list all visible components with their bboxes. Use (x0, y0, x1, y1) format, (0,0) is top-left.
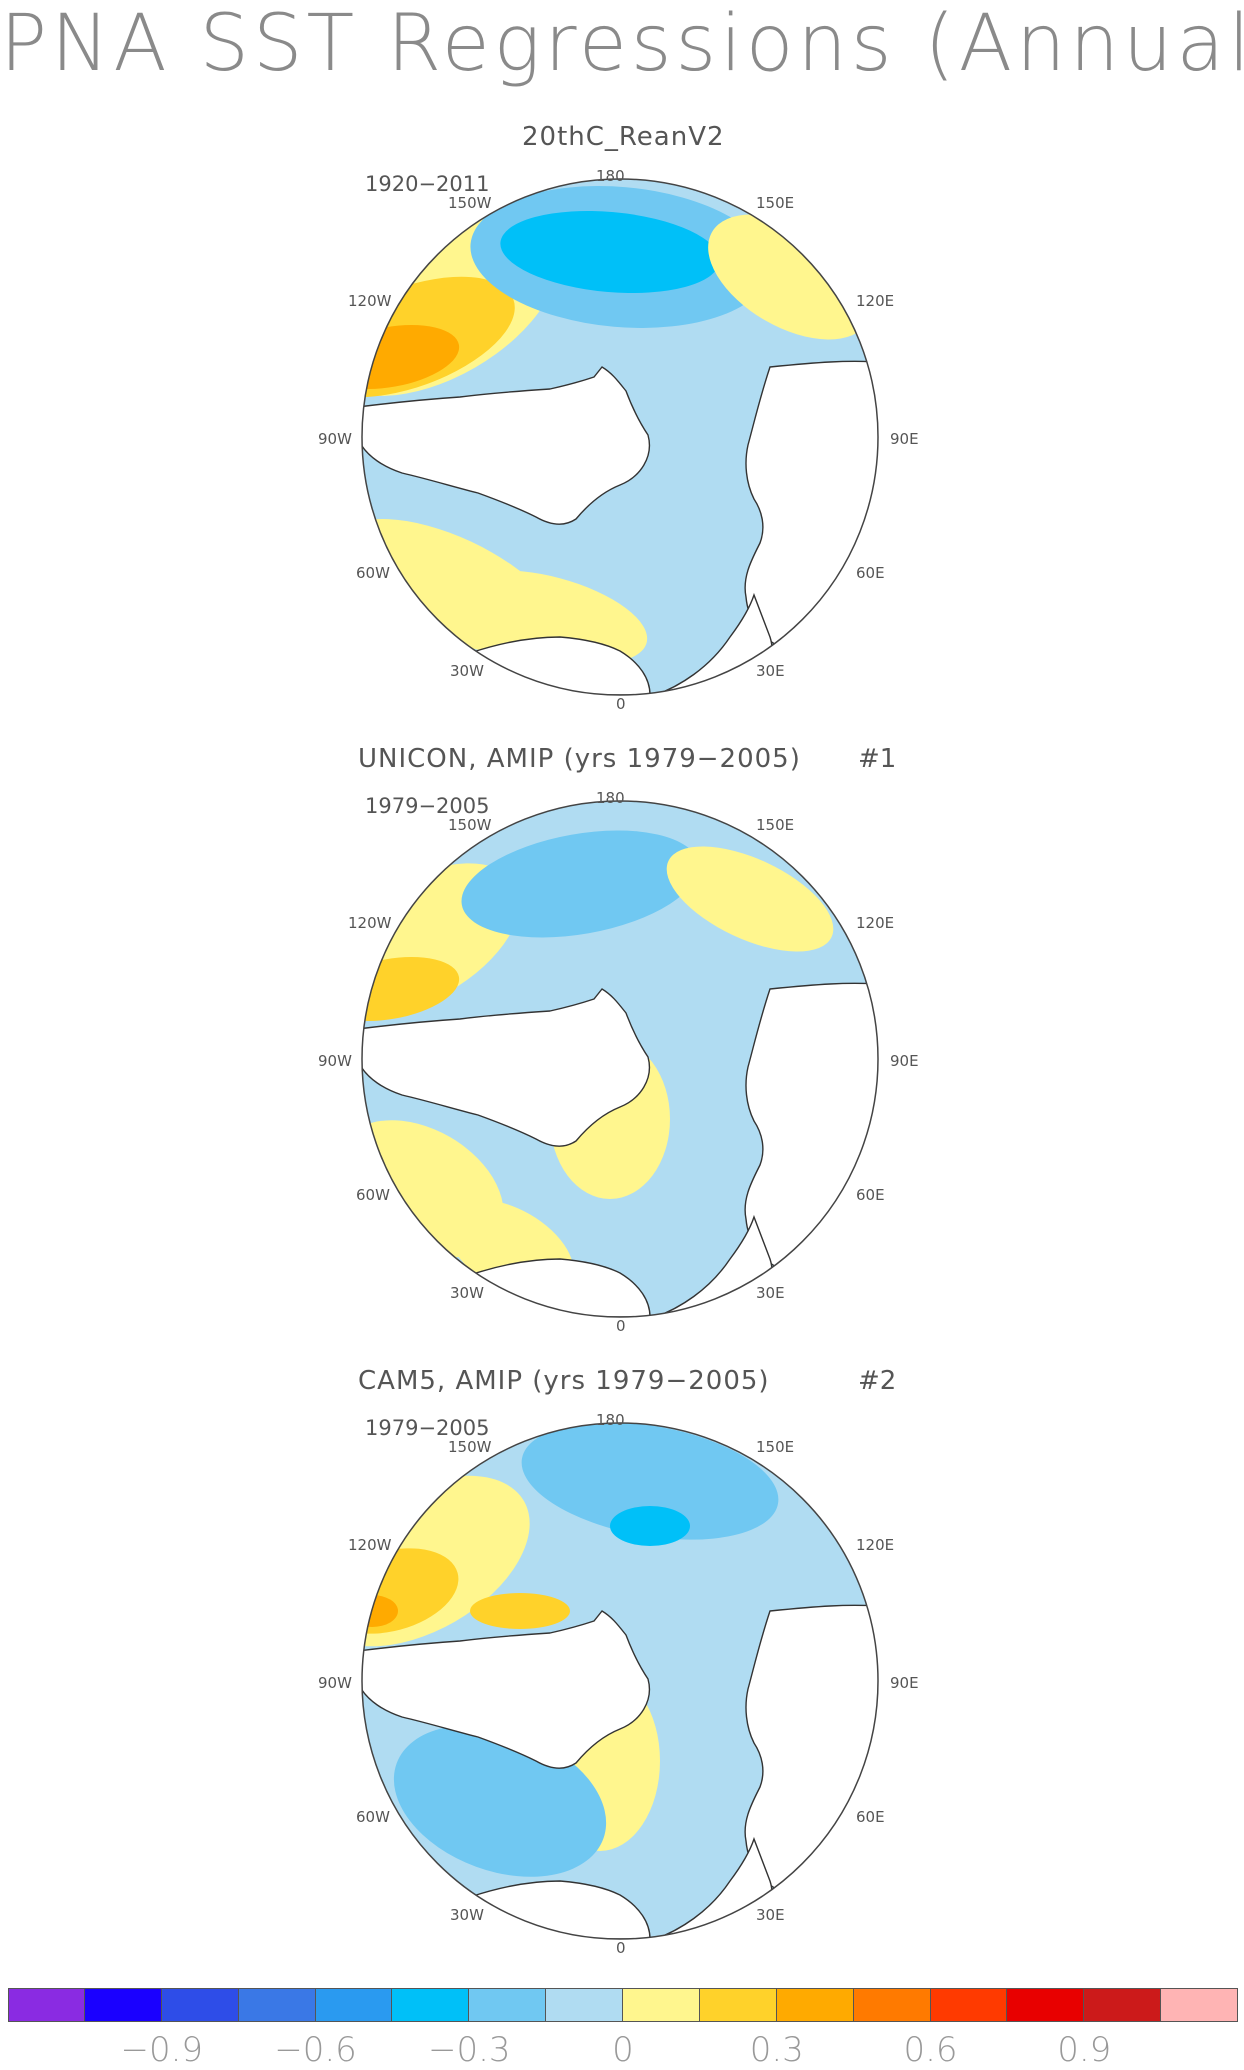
lon-label-120e: 120E (856, 292, 895, 310)
lon-label-30e: 30E (756, 1906, 785, 1924)
panel-title: 20thC_ReanV2 (522, 122, 725, 152)
polar-map (361, 178, 879, 696)
panel-number: #1 (858, 744, 897, 774)
panel-title: CAM5, AMIP (yrs 1979−2005) (358, 1366, 770, 1396)
colorbar-tick-label: 0.6 (903, 2030, 958, 2070)
lon-label-150e: 150E (756, 816, 795, 834)
lon-label-150e: 150E (756, 194, 795, 212)
colorbar-tick-label: −0.6 (274, 2030, 357, 2070)
lon-label-0: 0 (616, 695, 626, 713)
sst-field (362, 1423, 878, 1939)
panel-number: #2 (858, 1366, 897, 1396)
colorbar-cell (1161, 1988, 1238, 2022)
colorbar-cell (8, 1988, 85, 2022)
map-panel-3: CAM5, AMIP (yrs 1979−2005) #2 1979−2005 … (0, 1366, 1244, 1986)
lon-label-0: 0 (616, 1317, 626, 1335)
colorbar-cell (315, 1988, 393, 2022)
colorbar (8, 1988, 1238, 2022)
lon-label-120w: 120W (348, 1536, 392, 1554)
sst-field (362, 801, 878, 1317)
lon-label-90e: 90E (890, 1052, 919, 1070)
lon-label-30w: 30W (450, 662, 484, 680)
colorbar-cell (161, 1988, 239, 2022)
map-panel-2: UNICON, AMIP (yrs 1979−2005) #1 1979−200… (0, 744, 1244, 1364)
lon-label-150w: 150W (448, 194, 492, 212)
colorbar-tick-label: −0.9 (120, 2030, 204, 2070)
colorbar-cell (853, 1988, 931, 2022)
lon-label-90e: 90E (890, 1674, 919, 1692)
lon-label-150e: 150E (756, 1438, 795, 1456)
colorbar-tick-label: 0.3 (749, 2030, 804, 2070)
colorbar-tick-label: −0.3 (427, 2030, 511, 2070)
colorbar-cell (930, 1988, 1008, 2022)
colorbar-cell (623, 1988, 700, 2022)
polar-map (361, 1422, 879, 1940)
lon-label-120e: 120E (856, 914, 895, 932)
lon-label-60w: 60W (356, 1186, 390, 1204)
lon-label-90e: 90E (890, 430, 919, 448)
lon-label-30e: 30E (756, 1284, 785, 1302)
lon-label-30w: 30W (450, 1284, 484, 1302)
map-boundary (361, 1422, 879, 1940)
polar-map (361, 800, 879, 1318)
lon-label-90w: 90W (318, 1052, 352, 1070)
sst-field (362, 179, 878, 695)
panel-period: 1979−2005 (365, 794, 490, 818)
lon-label-60e: 60E (856, 1808, 885, 1826)
lon-label-150w: 150W (448, 1438, 492, 1456)
colorbar-tick-label: 0.9 (1057, 2030, 1112, 2070)
map-boundary (361, 800, 879, 1318)
panel-title: UNICON, AMIP (yrs 1979−2005) (358, 744, 801, 774)
lon-label-0: 0 (616, 1939, 626, 1957)
lon-label-180: 180 (596, 1411, 625, 1429)
lon-label-120e: 120E (856, 1536, 895, 1554)
main-title: PNA SST Regressions (Annual) (0, 0, 1244, 89)
panel-period: 1979−2005 (365, 1416, 490, 1440)
colorbar-tick-label: 0 (612, 2030, 634, 2070)
lon-label-90w: 90W (318, 1674, 352, 1692)
colorbar-cell (84, 1988, 162, 2022)
lon-label-150w: 150W (448, 816, 492, 834)
colorbar-cell (392, 1988, 470, 2022)
lon-label-120w: 120W (348, 292, 392, 310)
lon-label-30e: 30E (756, 662, 785, 680)
lon-label-60e: 60E (856, 564, 885, 582)
colorbar-cell (1084, 1988, 1162, 2022)
colorbar-cell (238, 1988, 316, 2022)
colorbar-cell (776, 1988, 854, 2022)
colorbar-cell (1007, 1988, 1085, 2022)
lon-label-30w: 30W (450, 1906, 484, 1924)
lon-label-120w: 120W (348, 914, 392, 932)
map-boundary (361, 178, 879, 696)
lon-label-60w: 60W (356, 1808, 390, 1826)
colorbar-cell (699, 1988, 777, 2022)
lon-label-180: 180 (596, 789, 625, 807)
panel-period: 1920−2011 (365, 172, 490, 196)
lon-label-60e: 60E (856, 1186, 885, 1204)
lon-label-180: 180 (596, 167, 625, 185)
colorbar-outline (8, 1988, 1238, 2022)
colorbar-cell (469, 1988, 547, 2022)
lon-label-60w: 60W (356, 564, 390, 582)
lon-label-90w: 90W (318, 430, 352, 448)
map-panel-1: 20thC_ReanV2 1920−2011 180 150W 150E 120… (0, 122, 1244, 742)
colorbar-cell (546, 1988, 623, 2022)
